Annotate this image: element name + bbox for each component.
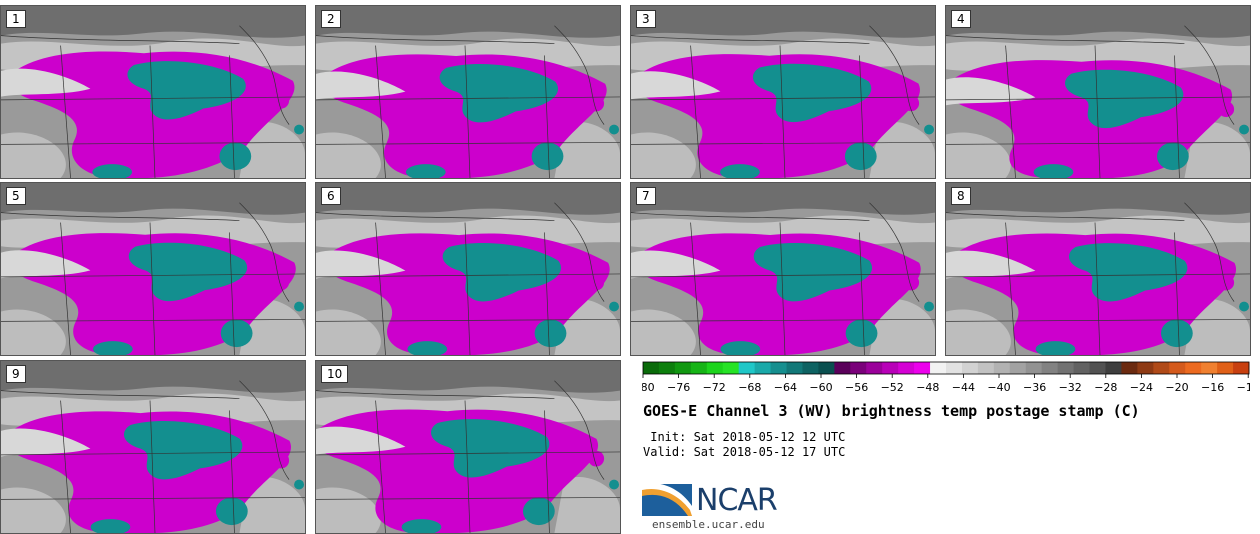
logo-url: ensemble.ucar.edu xyxy=(652,518,765,531)
panel-number: 4 xyxy=(951,10,971,28)
colorbar-swatch xyxy=(1057,362,1074,374)
panel-number: 5 xyxy=(6,187,26,205)
forecast-panel: 6 xyxy=(315,182,621,356)
colorbar-tick-label: −72 xyxy=(703,381,726,394)
colorbar-swatch xyxy=(898,362,915,374)
colorbar-swatch xyxy=(1089,362,1106,374)
colorbar-tick-label: −80 xyxy=(642,381,655,394)
colorbar-tick-label: −24 xyxy=(1130,381,1153,394)
colorbar-swatch xyxy=(818,362,835,374)
colorbar-swatch xyxy=(1121,362,1138,374)
colorbar-swatch xyxy=(834,362,851,374)
init-time: Init: Sat 2018-05-12 12 UTC xyxy=(643,430,846,444)
valid-time: Valid: Sat 2018-05-12 17 UTC xyxy=(643,445,846,459)
ncar-logo-icon xyxy=(642,482,692,516)
forecast-panel: 1 xyxy=(0,5,306,179)
colorbar-swatch xyxy=(1201,362,1218,374)
panel-number: 7 xyxy=(636,187,656,205)
colorbar-swatch xyxy=(946,362,963,374)
colorbar-tick-label: −32 xyxy=(1059,381,1082,394)
colorbar-swatch xyxy=(1153,362,1170,374)
panel-number: 6 xyxy=(321,187,341,205)
colorbar-tick-label: −56 xyxy=(845,381,868,394)
panel-number: 1 xyxy=(6,10,26,28)
colorbar-swatch xyxy=(1217,362,1234,374)
forecast-panel: 7 xyxy=(630,182,936,356)
figure-title: GOES-E Channel 3 (WV) brightness temp po… xyxy=(643,402,1140,420)
colorbar-tick-label: −20 xyxy=(1165,381,1188,394)
colorbar-swatch xyxy=(1185,362,1202,374)
colorbar-swatch xyxy=(738,362,756,374)
colorbar-swatch xyxy=(722,362,740,374)
colorbar-swatch xyxy=(993,362,1011,374)
colorbar-swatch xyxy=(850,362,867,374)
ncar-wordmark: NCAR xyxy=(696,483,778,518)
colorbar-outline xyxy=(642,361,1250,375)
colorbar-swatch xyxy=(1041,362,1059,374)
colorbar-swatch xyxy=(977,362,995,374)
colorbar-swatch xyxy=(1105,362,1122,374)
panel-number: 8 xyxy=(951,187,971,205)
colorbar-swatch xyxy=(786,362,803,374)
forecast-panel: 9 xyxy=(0,360,306,534)
colorbar-swatch xyxy=(866,362,883,374)
colorbar-swatch xyxy=(754,362,771,374)
colorbar-swatch xyxy=(914,362,931,374)
colorbar-swatch xyxy=(961,362,979,374)
colorbar-tick-label: −60 xyxy=(809,381,832,394)
colorbar-tick-label: −44 xyxy=(952,381,975,394)
forecast-panel: 3 xyxy=(630,5,936,179)
colorbar-swatch xyxy=(1073,362,1090,374)
forecast-panel: 2 xyxy=(315,5,621,179)
colorbar-tick-label: −64 xyxy=(774,381,797,394)
forecast-panel: 8 xyxy=(945,182,1251,356)
forecast-panel: 4 xyxy=(945,5,1251,179)
panel-number: 3 xyxy=(636,10,656,28)
colorbar-tick-label: −16 xyxy=(1201,381,1224,394)
colorbar-swatch xyxy=(1137,362,1154,374)
colorbar-tick-label: −52 xyxy=(881,381,904,394)
colorbar-swatch xyxy=(690,362,708,374)
colorbar-swatch xyxy=(770,362,787,374)
colorbar-tick-label: −40 xyxy=(987,381,1010,394)
colorbar-swatch xyxy=(930,362,947,374)
colorbar-swatch xyxy=(658,362,676,374)
colorbar-swatch xyxy=(674,362,692,374)
colorbar-tick-label: −68 xyxy=(738,381,761,394)
colorbar-tick-label: −28 xyxy=(1094,381,1117,394)
colorbar-tick-label: −12 xyxy=(1237,381,1250,394)
colorbar-swatch xyxy=(1169,362,1186,374)
panel-number: 10 xyxy=(321,365,349,383)
forecast-panel: 5 xyxy=(0,182,306,356)
colorbar-swatch xyxy=(1233,362,1250,374)
colorbar-swatch xyxy=(1025,362,1043,374)
panel-number: 2 xyxy=(321,10,341,28)
panel-number: 9 xyxy=(6,365,26,383)
colorbar-swatch xyxy=(1009,362,1027,374)
colorbar-swatch xyxy=(643,362,660,374)
colorbar-tick-label: −36 xyxy=(1023,381,1046,394)
colorbar-tick-label: −76 xyxy=(667,381,690,394)
colorbar: −80−76−72−68−64−60−56−52−48−44−40−36−32−… xyxy=(642,361,1250,394)
colorbar-swatch xyxy=(882,362,899,374)
colorbar-tick-label: −48 xyxy=(916,381,939,394)
forecast-panel: 10 xyxy=(315,360,621,534)
colorbar-swatch xyxy=(802,362,819,374)
colorbar-swatch xyxy=(706,362,724,374)
